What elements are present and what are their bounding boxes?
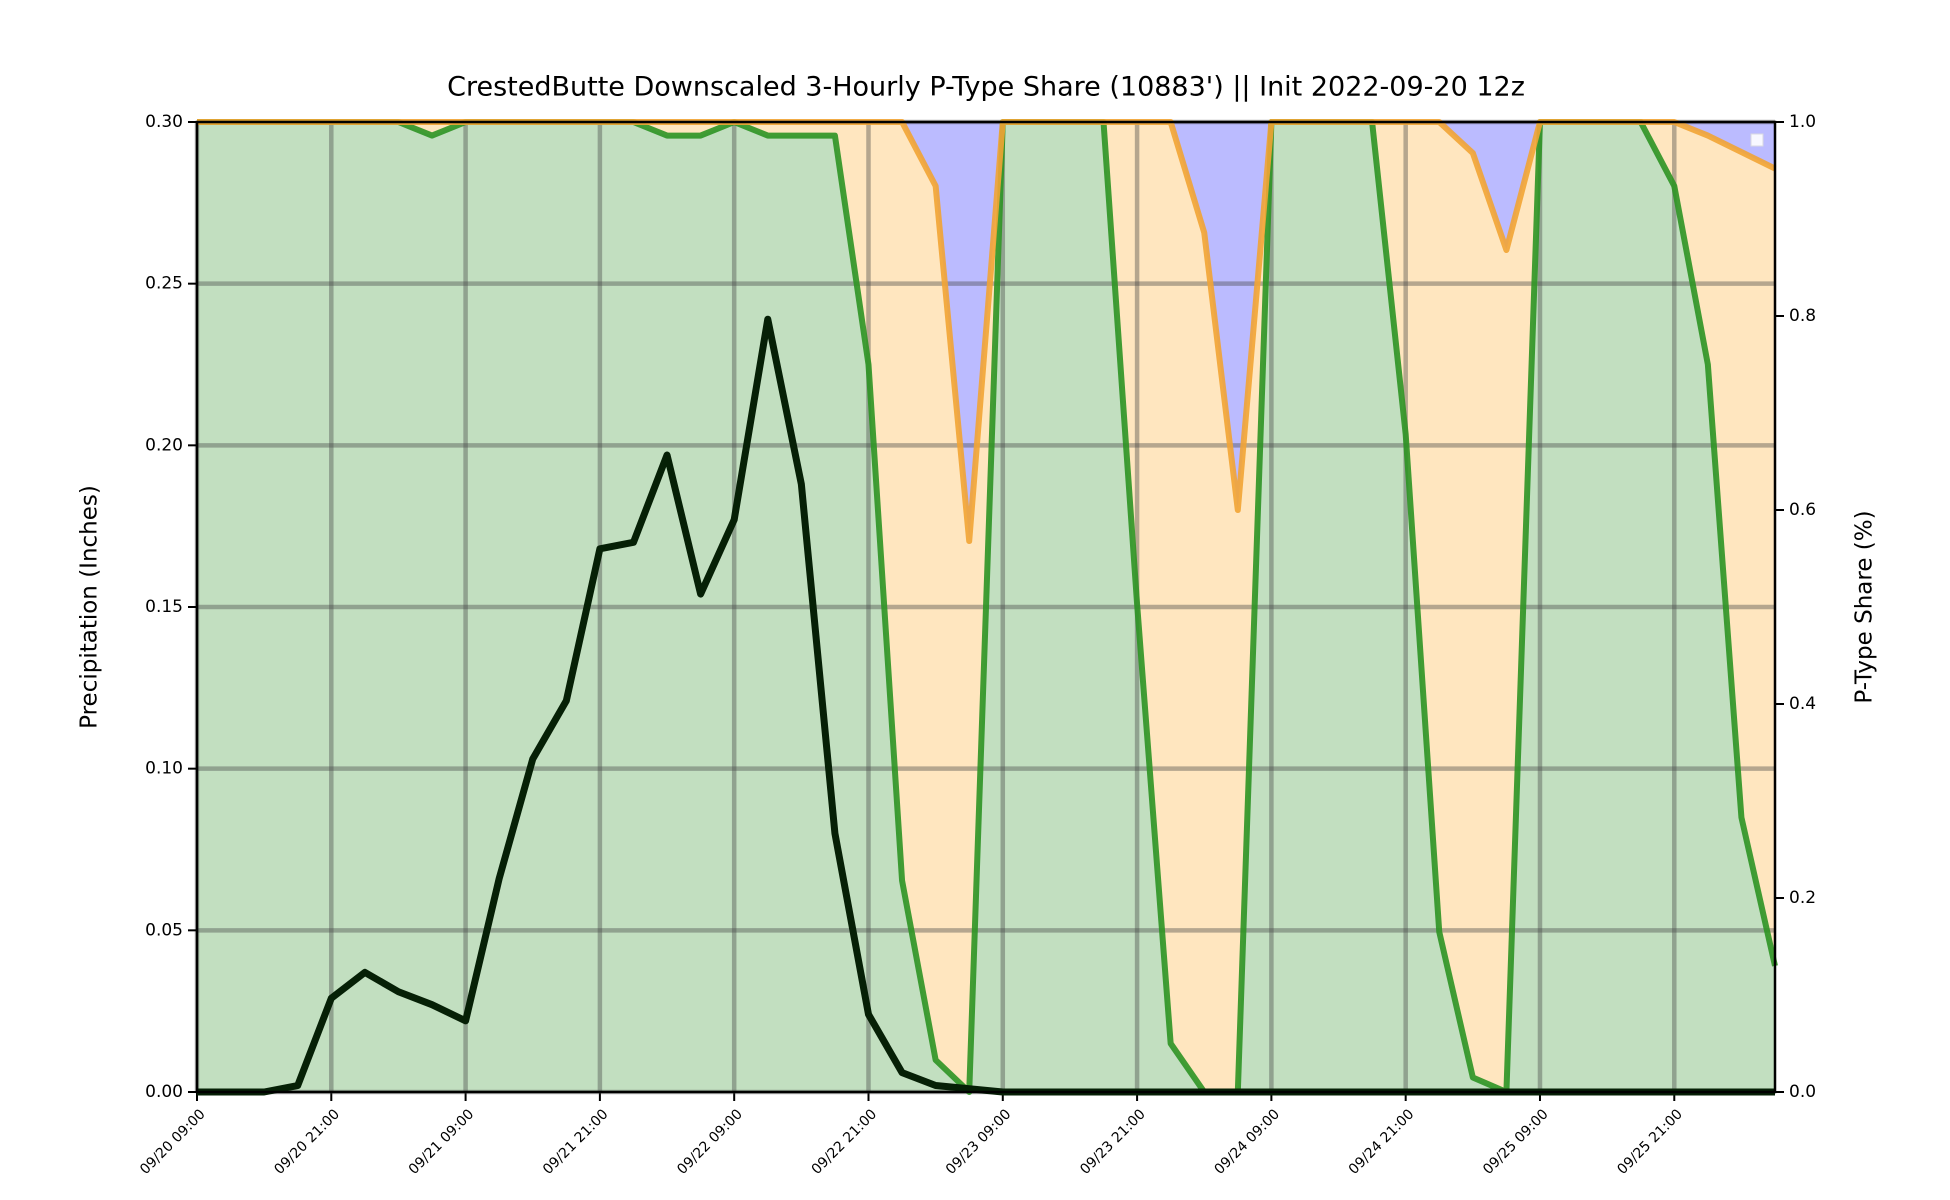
y-axis-label: Precipitation (Inches) <box>77 485 103 729</box>
x-tick-label: 09/25 21:00 <box>1614 1106 1686 1178</box>
y2-tick-label: 0.4 <box>1789 694 1816 714</box>
y2-tick-label: 0.2 <box>1789 888 1816 908</box>
y2-tick-label: 0.8 <box>1789 306 1816 326</box>
x-tick-label: 09/21 09:00 <box>406 1106 478 1178</box>
y-tick-label: 0.05 <box>145 920 183 940</box>
x-tick-label: 09/24 21:00 <box>1346 1106 1418 1178</box>
x-tick-label: 09/20 09:00 <box>137 1106 209 1178</box>
y2-axis-label: P-Type Share (%) <box>1852 510 1878 703</box>
x-tick-label: 09/24 09:00 <box>1212 1106 1284 1178</box>
x-tick-label: 09/21 21:00 <box>540 1106 612 1178</box>
y-tick-label: 0.15 <box>145 597 183 617</box>
y-tick-label: 0.20 <box>145 435 183 455</box>
x-tick-label: 09/25 09:00 <box>1480 1106 1552 1178</box>
legend-box <box>1750 133 1764 147</box>
y-tick-label: 0.25 <box>145 274 183 294</box>
x-tick-label: 09/23 09:00 <box>943 1106 1015 1178</box>
plot-frame <box>195 120 1777 1094</box>
x-tick-label: 09/20 21:00 <box>271 1106 343 1178</box>
y2-tick-label: 0.0 <box>1789 1082 1816 1102</box>
x-tick-label: 09/22 09:00 <box>674 1106 746 1178</box>
y2-tick-label: 1.0 <box>1789 112 1816 132</box>
y2-tick-label: 0.6 <box>1789 500 1816 520</box>
chart-title: CrestedButte Downscaled 3-Hourly P-Type … <box>447 72 1525 103</box>
y-tick-label: 0.30 <box>145 112 183 132</box>
x-tick-label: 09/23 21:00 <box>1077 1106 1149 1178</box>
x-tick-label: 09/22 21:00 <box>809 1106 881 1178</box>
y-tick-label: 0.10 <box>145 759 183 779</box>
y-tick-label: 0.00 <box>145 1082 183 1102</box>
